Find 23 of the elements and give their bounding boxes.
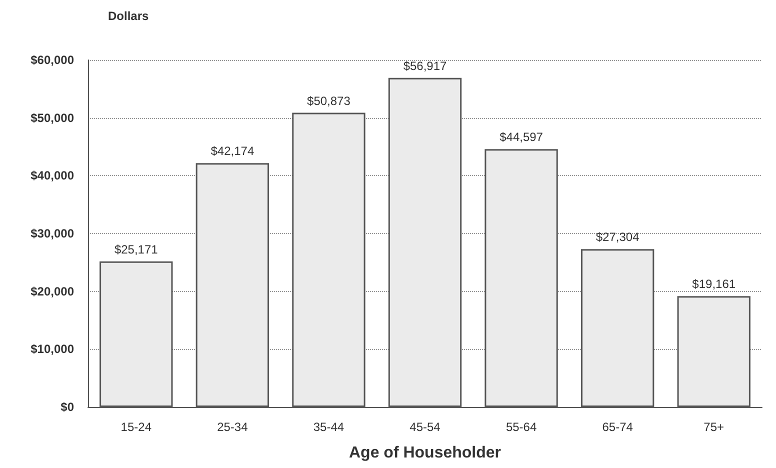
x-axis-title: Age of Householder bbox=[348, 444, 502, 462]
data-label: $19,161 bbox=[692, 277, 736, 292]
y-tick-label: $60,000 bbox=[30, 53, 74, 67]
x-tick-label: 55-64 bbox=[506, 420, 537, 434]
x-tick-label: 35-44 bbox=[313, 420, 344, 434]
x-tick-label: 45-54 bbox=[410, 420, 441, 434]
data-label: $44,597 bbox=[500, 130, 544, 144]
data-label: $42,174 bbox=[210, 144, 254, 158]
y-tick-label: $10,000 bbox=[30, 342, 74, 356]
y-tick-label: $0 bbox=[60, 400, 74, 414]
y-tick-label: $40,000 bbox=[30, 168, 74, 183]
y-tick-label: $30,000 bbox=[30, 226, 74, 240]
x-tick-label: 65-74 bbox=[602, 420, 634, 434]
data-label: $56,917 bbox=[403, 58, 448, 73]
data-label: $25,171 bbox=[114, 242, 158, 256]
y-tick-label: $50,000 bbox=[30, 110, 74, 125]
x-tick-label: 15-24 bbox=[120, 420, 152, 434]
x-tick-label: 25-34 bbox=[217, 420, 248, 434]
y-tick-label: $20,000 bbox=[30, 284, 74, 298]
x-tick-label: 75+ bbox=[704, 420, 724, 434]
data-label: $27,304 bbox=[596, 230, 640, 244]
y-axis-title: Dollars bbox=[108, 9, 150, 23]
data-label: $50,873 bbox=[307, 94, 351, 108]
